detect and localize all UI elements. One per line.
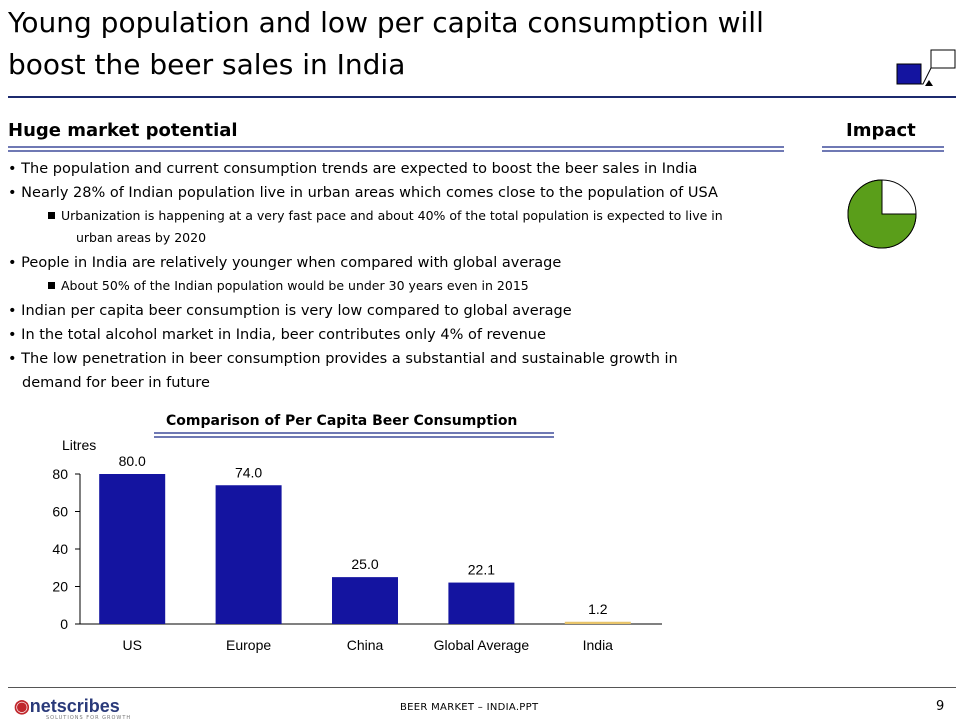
data-label: 22.1 [468,562,495,578]
impact-indicator [847,179,917,249]
sub-bullet-item: Urbanization is happening at a very fast… [48,205,798,249]
footer-filename: BEER MARKET – INDIA.PPT [400,702,539,713]
title-divider [8,96,956,98]
bullet-item: • The population and current consumption… [8,161,698,177]
x-tick-label: Global Average [434,637,530,653]
bar-global-average [448,582,515,624]
slide-title: Young population and low per capita cons… [8,2,868,86]
square-bullet-icon [48,282,55,289]
x-tick-label: India [583,637,614,653]
data-label: 80.0 [119,453,146,469]
bullet-item: • The low penetration in beer consumptio… [8,351,678,391]
bullet-item: • Indian per capita beer consumption is … [8,303,572,319]
square-bullet-icon [48,212,55,219]
bar-europe [215,485,282,624]
bar-china [332,577,398,624]
y-axis-label: Litres [62,437,96,453]
bullet-item: • Nearly 28% of Indian population live i… [8,185,718,201]
y-tick-label: 60 [52,504,68,520]
slide-title-line2: boost the beer sales in India [8,48,406,81]
x-tick-label: China [347,637,384,653]
data-label: 25.0 [351,556,378,572]
bar-chart: Litres 0 20 40 60 80 80.0 US 74.0 Europe 25.0 China… [52,437,662,653]
impact-underline [822,146,944,152]
data-label: 1.2 [588,601,608,617]
data-label: 74.0 [235,464,262,480]
bullet-item: • People in India are relatively younger… [8,255,562,271]
bar-us [99,474,166,624]
presentation-icon [896,49,956,86]
x-tick-label: US [122,637,141,653]
x-tick-label: Europe [226,637,271,653]
impact-title: Impact [846,120,916,141]
y-tick-label: 80 [52,466,68,482]
chart-title-underline [154,432,554,438]
section-title: Huge market potential [8,120,238,141]
section-underline [8,146,784,152]
impact-wedge [847,179,917,249]
netscribes-logo: ◉netscribes [14,696,120,716]
chart-title: Comparison of Per Capita Beer Consumptio… [166,413,518,429]
y-tick-label: 20 [52,579,68,595]
page-number: 9 [936,699,945,714]
logo-tagline: SOLUTIONS FOR GROWTH [46,715,132,721]
bar-india [564,621,631,624]
bullet-item: • In the total alcohol market in India, … [8,327,546,343]
sub-bullet-item: About 50% of the Indian population would… [48,275,798,297]
y-tick-label: 40 [52,541,68,557]
footer-divider [8,687,956,688]
bullet-list: • The population and current consumption… [8,157,798,395]
slide-title-line1: Young population and low per capita cons… [8,6,764,39]
y-tick-label: 0 [60,616,68,632]
